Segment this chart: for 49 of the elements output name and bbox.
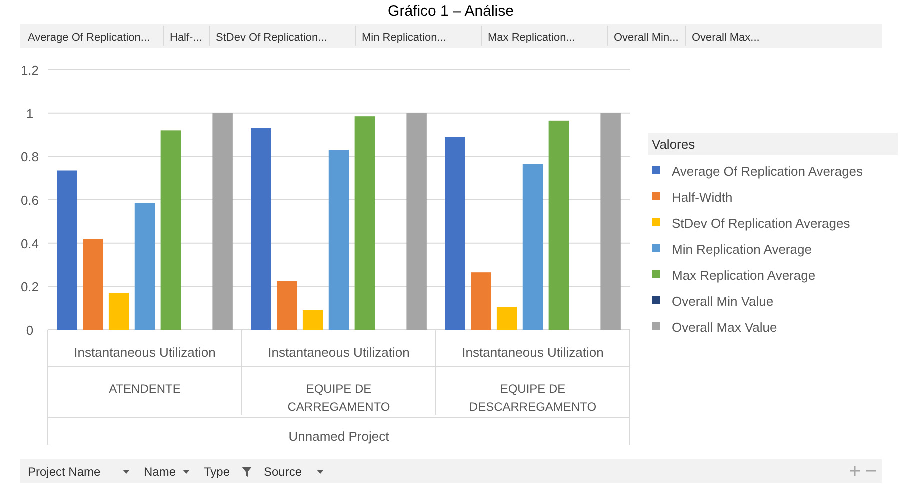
y-tick-label: 1.2 [20, 63, 40, 78]
bar [134, 203, 156, 330]
text: StDev Of Replication... [216, 32, 328, 44]
legend-label: Half-Width [672, 190, 733, 205]
bar [354, 116, 376, 330]
text: Max Replication... [488, 32, 576, 44]
y-tick-label: 1 [26, 106, 34, 122]
bar [108, 293, 130, 330]
y-tick-label: 0.4 [20, 236, 40, 252]
legend-label: Max Replication Average [672, 268, 816, 283]
text: Overall Max... [692, 32, 760, 44]
y-tick-label: 0.2 [20, 280, 40, 295]
category-label: Instantaneous Utilization EQUIPE DE DESCARREGAMENTO [462, 345, 604, 414]
bar [471, 272, 492, 330]
bar [328, 150, 350, 330]
text: Min Replication... [362, 32, 446, 44]
text: Source [264, 465, 302, 479]
chart-title: Gráfico 1 – Análise [388, 3, 514, 20]
legend-label: Overall Min Value [672, 294, 774, 309]
bar [57, 170, 78, 330]
text: Unnamed Project [288, 429, 390, 444]
legend-title: Valores [652, 137, 696, 152]
bar [251, 128, 272, 330]
text: Half-... [170, 32, 202, 44]
text: Name [144, 465, 176, 479]
category-label: Instantaneous Utilization EQUIPE DE CARREGAMENTO [268, 345, 410, 414]
bar [548, 120, 570, 330]
legend-label: Min Replication Average [672, 242, 812, 257]
bar [212, 113, 233, 330]
bar [600, 113, 621, 330]
y-tick-label: 0.6 [20, 193, 40, 208]
text: Type [204, 465, 230, 479]
bar [277, 281, 298, 330]
bar [496, 307, 518, 330]
text: Project Name [28, 465, 102, 479]
y-tick-label: 0.8 [20, 150, 40, 165]
category-label: Instantaneous Utilization ATENDENTE [74, 345, 216, 396]
bar [522, 164, 544, 330]
bar [302, 310, 324, 330]
bar [160, 130, 182, 330]
y-tick-label: 0 [26, 323, 34, 338]
bar [445, 137, 466, 330]
legend-label: Overall Max Value [672, 320, 778, 335]
legend-label: StDev Of Replication Averages [672, 216, 851, 231]
bar [83, 239, 104, 330]
bar [406, 113, 427, 330]
text: Overall Min... [614, 32, 679, 44]
text: Average Of Replication... [28, 32, 150, 44]
legend-label: Average Of Replication Averages [672, 164, 864, 179]
